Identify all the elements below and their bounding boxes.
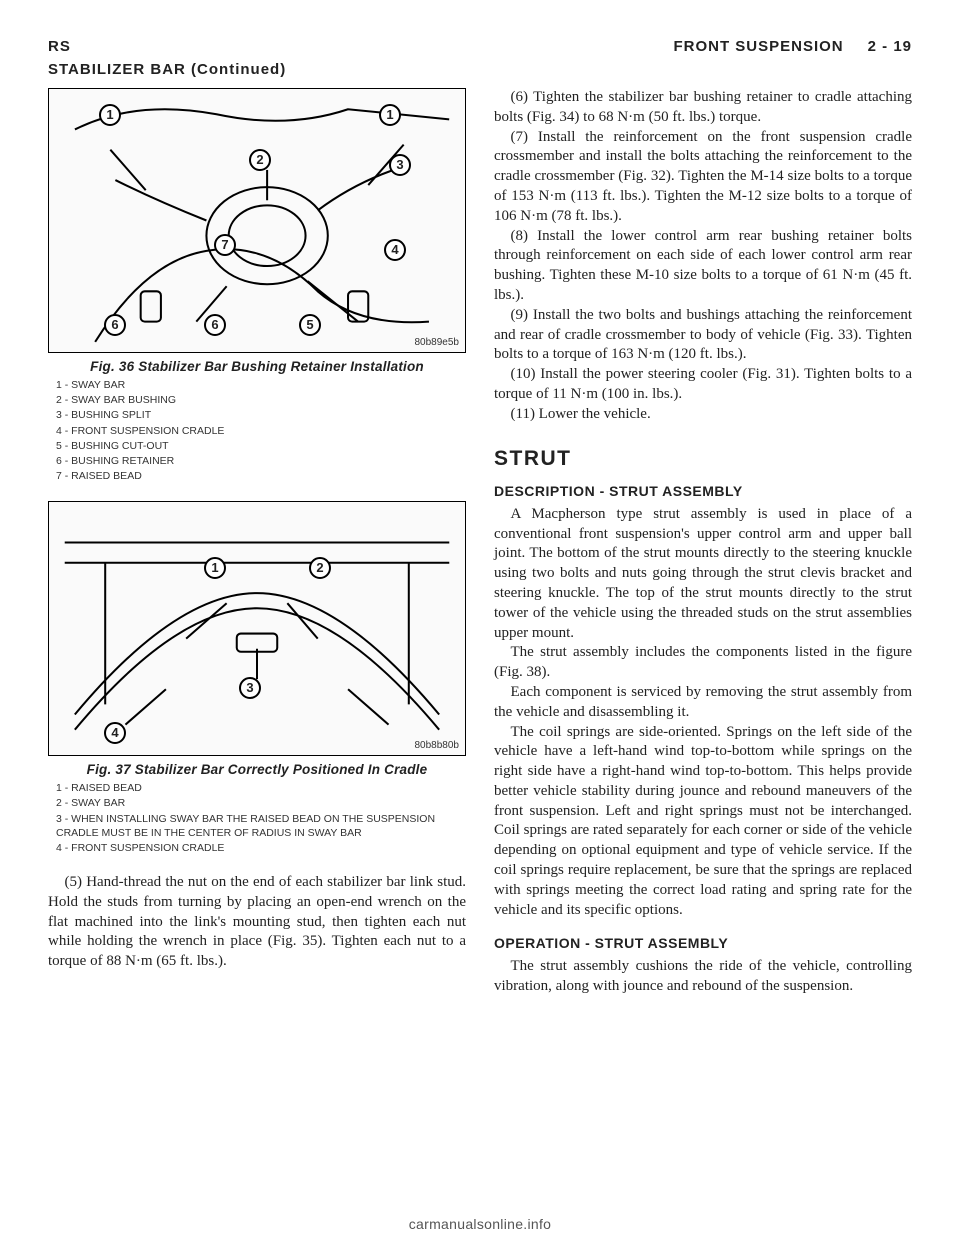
strut-op-p1: The strut assembly cushions the ride of …: [494, 957, 912, 997]
strut-desc-p3: Each component is serviced by removing t…: [494, 683, 912, 723]
legend-item: 1 - RAISED BEAD: [56, 781, 466, 795]
figure-36-legend: 1 - SWAY BAR 2 - SWAY BAR BUSHING 3 - BU…: [48, 378, 466, 483]
header-section: FRONT SUSPENSION: [673, 38, 843, 55]
figure-37-ref: 80b8b80b: [415, 740, 460, 751]
step-10: (10) Install the power steering cooler (…: [494, 365, 912, 405]
legend-item: 3 - WHEN INSTALLING SWAY BAR THE RAISED …: [56, 812, 466, 840]
figure-36-ref: 80b89e5b: [415, 337, 460, 348]
page-footer: carmanualsonline.info: [0, 1216, 960, 1232]
strut-description-heading: DESCRIPTION - STRUT ASSEMBLY: [494, 482, 912, 500]
strut-operation-heading: OPERATION - STRUT ASSEMBLY: [494, 934, 912, 952]
header-left: RS: [48, 38, 71, 55]
callout-6: 6: [204, 314, 226, 336]
legend-item: 3 - BUSHING SPLIT: [56, 408, 466, 422]
step-7: (7) Install the reinforcement on the fro…: [494, 128, 912, 227]
callout-6b: 6: [104, 314, 126, 336]
page-header: RS FRONT SUSPENSION 2 - 19: [48, 38, 912, 55]
step-5: (5) Hand-thread the nut on the end of ea…: [48, 873, 466, 972]
callout-7: 7: [214, 234, 236, 256]
step-11: (11) Lower the vehicle.: [494, 405, 912, 425]
legend-item: 5 - BUSHING CUT-OUT: [56, 439, 466, 453]
strut-heading: STRUT: [494, 445, 912, 473]
callout-4: 4: [384, 239, 406, 261]
callout-3: 3: [389, 154, 411, 176]
legend-item: 6 - BUSHING RETAINER: [56, 454, 466, 468]
legend-item: 4 - FRONT SUSPENSION CRADLE: [56, 841, 466, 855]
legend-item: 7 - RAISED BEAD: [56, 469, 466, 483]
left-column: 1 2 3 4 5 6 7 6 1 80b89e5b Fig. 36 Stabi…: [48, 88, 466, 997]
figure-37-legend: 1 - RAISED BEAD 2 - SWAY BAR 3 - WHEN IN…: [48, 781, 466, 855]
figure-36-drawing: [49, 89, 465, 352]
callout-2: 2: [249, 149, 271, 171]
step-8: (8) Install the lower control arm rear b…: [494, 227, 912, 306]
strut-desc-p2: The strut assembly includes the componen…: [494, 643, 912, 683]
legend-item: 2 - SWAY BAR: [56, 796, 466, 810]
callout-1: 1: [99, 104, 121, 126]
figure-36-caption: Fig. 36 Stabilizer Bar Bushing Retainer …: [48, 359, 466, 374]
right-column: (6) Tighten the stabilizer bar bushing r…: [494, 88, 912, 997]
header-page: 2 - 19: [868, 38, 912, 55]
legend-item: 4 - FRONT SUSPENSION CRADLE: [56, 424, 466, 438]
strut-desc-p4: The coil springs are side-oriented. Spri…: [494, 723, 912, 921]
strut-desc-p1: A Macpherson type strut assembly is used…: [494, 505, 912, 644]
callout-1b: 1: [379, 104, 401, 126]
callout-5: 5: [299, 314, 321, 336]
left-body: (5) Hand-thread the nut on the end of ea…: [48, 873, 466, 972]
figure-37: 1 2 3 4 80b8b80b: [48, 501, 466, 756]
legend-item: 2 - SWAY BAR BUSHING: [56, 393, 466, 407]
figure-36: 1 2 3 4 5 6 7 6 1 80b89e5b: [48, 88, 466, 353]
section-continued: STABILIZER BAR (Continued): [48, 61, 912, 78]
step-6: (6) Tighten the stabilizer bar bushing r…: [494, 88, 912, 128]
legend-item: 1 - SWAY BAR: [56, 378, 466, 392]
figure-37-drawing: [49, 502, 465, 755]
figure-37-caption: Fig. 37 Stabilizer Bar Correctly Positio…: [48, 762, 466, 777]
step-9: (9) Install the two bolts and bushings a…: [494, 306, 912, 365]
